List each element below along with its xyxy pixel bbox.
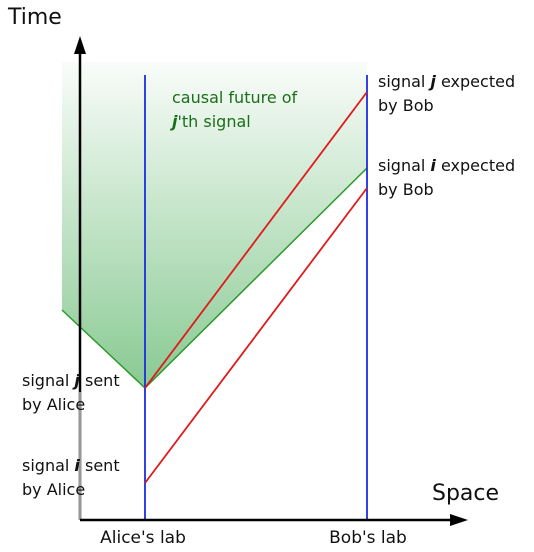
x-arrow — [450, 514, 468, 526]
event-label: signal i expected — [378, 156, 515, 175]
text: signal — [22, 371, 74, 390]
text: signal — [378, 72, 430, 91]
y-axis-label: Time — [7, 5, 62, 30]
cone-label: j'th signal — [169, 112, 251, 131]
causal-cone — [62, 62, 367, 388]
event-label: by Alice — [22, 480, 85, 499]
text: sent — [80, 371, 120, 390]
x-axis-label: Space — [432, 481, 499, 506]
y-arrow — [74, 36, 86, 54]
cone-label: causal future of — [172, 88, 298, 107]
text: sent — [80, 456, 120, 475]
symbol: j — [169, 112, 178, 131]
text: 'th signal — [177, 112, 250, 131]
event-label: signal j sent — [22, 371, 120, 390]
signal-j — [144, 91, 368, 389]
event-label: signal i sent — [22, 456, 120, 475]
symbol: i — [430, 156, 436, 175]
event-label: by Alice — [22, 395, 85, 414]
text: expected — [436, 72, 515, 91]
signal-i — [144, 187, 368, 484]
text: expected — [436, 156, 515, 175]
text: signal — [22, 456, 74, 475]
symbol: j — [71, 371, 80, 390]
event-label: by Bob — [378, 96, 434, 115]
symbol: i — [74, 456, 80, 475]
event-label: by Bob — [378, 180, 434, 199]
bob-label: Bob's lab — [329, 528, 407, 548]
symbol: j — [427, 72, 436, 91]
text: signal — [378, 156, 430, 175]
alice-label: Alice's lab — [100, 528, 186, 548]
event-label: signal j expected — [378, 72, 515, 91]
